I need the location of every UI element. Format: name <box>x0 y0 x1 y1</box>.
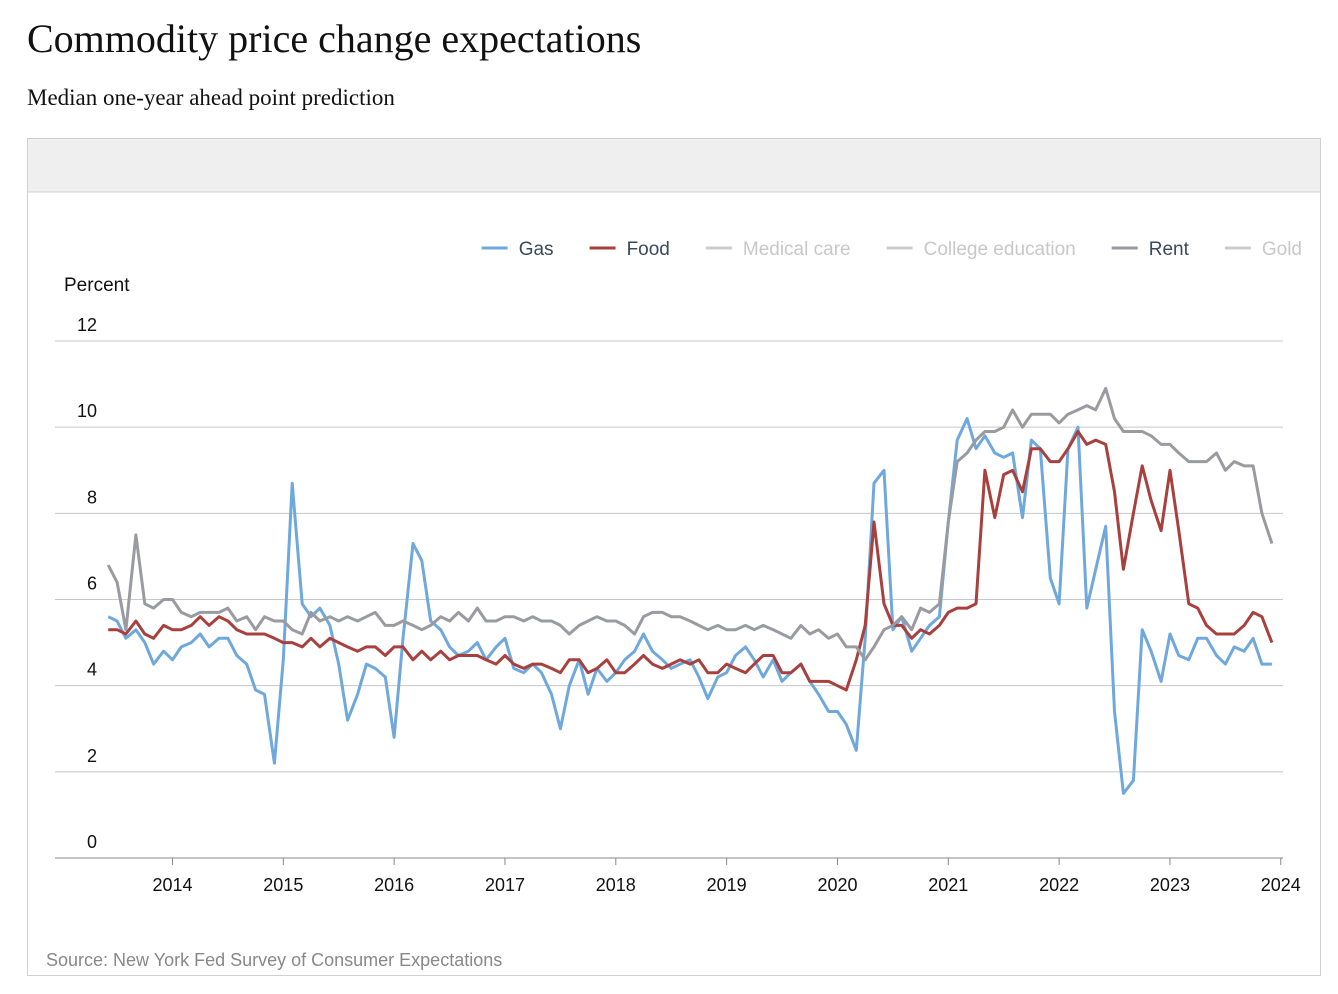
x-tick-label: 2016 <box>374 875 414 895</box>
x-tick-label: 2017 <box>485 875 525 895</box>
series-line <box>107 417 1272 795</box>
chart-subtitle: Median one-year ahead point prediction <box>27 85 395 110</box>
y-tick-label: 6 <box>87 574 97 594</box>
legend-item[interactable]: Food <box>589 239 670 260</box>
legend-item[interactable]: Gold <box>1224 239 1302 260</box>
series-line <box>108 430 1274 692</box>
x-tick-label: 2018 <box>596 875 636 895</box>
x-tick-label: 2020 <box>817 875 857 895</box>
legend-label: College education <box>924 239 1076 260</box>
legend-item[interactable]: Gas <box>481 239 554 260</box>
series-line <box>106 386 1274 662</box>
y-tick-label: 8 <box>87 487 97 507</box>
legend-label: Medical care <box>743 239 851 260</box>
x-tick-label: 2019 <box>707 875 747 895</box>
x-tick-label: 2022 <box>1039 875 1079 895</box>
source-note: Source: New York Fed Survey of Consumer … <box>46 950 502 970</box>
legend-item[interactable]: Medical care <box>705 239 851 260</box>
legend-item[interactable]: College education <box>886 239 1076 260</box>
y-tick-label: 0 <box>87 832 97 852</box>
y-tick-label: 12 <box>77 315 97 335</box>
x-tick-label: 2015 <box>263 875 303 895</box>
legend-label: Rent <box>1149 239 1190 260</box>
x-tick-label: 2014 <box>152 875 192 895</box>
y-tick-label: 10 <box>77 401 97 421</box>
chart-frame <box>27 138 1321 976</box>
chart-title: Commodity price change expectations <box>27 16 641 61</box>
y-axis-label: Percent <box>64 275 130 296</box>
legend-label: Gas <box>519 239 554 260</box>
legend: Gas Food Medical care College education Rent… <box>481 239 1302 260</box>
x-tick-label: 2024 <box>1261 875 1301 895</box>
chart-header-band <box>28 139 1320 192</box>
legend-item[interactable]: Rent <box>1111 239 1190 260</box>
legend-label: Food <box>627 239 670 260</box>
x-tick-label: 2023 <box>1150 875 1190 895</box>
y-tick-label: 4 <box>87 660 97 680</box>
x-tick-label: 2021 <box>928 875 968 895</box>
legend-label: Gold <box>1262 239 1302 260</box>
y-tick-label: 2 <box>87 746 97 766</box>
